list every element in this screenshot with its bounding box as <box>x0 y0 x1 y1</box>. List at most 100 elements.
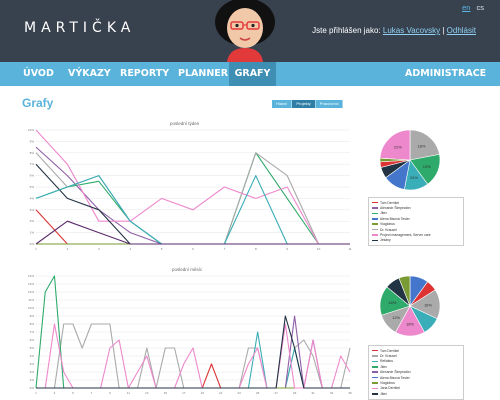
pie-label: 24% <box>410 175 418 180</box>
legend-swatch <box>372 207 378 209</box>
legend-entry: Tom Derrikel <box>372 348 460 353</box>
pie-label: 18% <box>417 144 425 149</box>
x-tick-label: 15 <box>164 391 168 395</box>
y-tick-label: 3% <box>30 208 35 212</box>
y-tick-label: 5% <box>30 185 35 189</box>
series-line <box>36 315 350 389</box>
logout-link[interactable]: Odhlásit <box>446 26 476 35</box>
line-chart-month: 0%1%2%3%4%5%6%7%8%9%10%11%12%13%14%1 3 5 7 9… <box>28 274 352 395</box>
legend-swatch <box>372 366 378 368</box>
legend-swatch <box>372 228 378 231</box>
pie-label: 22% <box>394 144 402 149</box>
legend-week: Tom Derrikel Alexandr Šimpeatón Jitex Alena… <box>368 197 464 247</box>
x-tick-label: 21 <box>219 391 223 395</box>
y-tick-label: 6% <box>30 174 35 178</box>
x-tick-label: 3 <box>54 391 56 395</box>
x-tick-label: 9 <box>109 391 111 395</box>
y-tick-label: 2% <box>30 219 35 223</box>
legend-entry: Jitex <box>372 364 460 369</box>
x-tick-label: 33 <box>330 391 334 395</box>
legend-swatch <box>372 349 378 352</box>
legend-swatch <box>372 355 378 357</box>
x-tick-label: 11 <box>348 247 351 251</box>
legend-label: Jitex <box>380 211 387 216</box>
y-tick-label: 2% <box>30 370 35 374</box>
y-tick-label: 4% <box>30 196 35 200</box>
x-tick-label: 11 <box>127 391 130 395</box>
legend-entry: Jesány <box>372 238 460 243</box>
login-status: Jste přihlášen jako: Lukas Vacovsky | Od… <box>312 26 476 35</box>
x-tick-label: 10 <box>317 247 321 251</box>
chart-mode-toggle: Hlavní Projekty Pracovníci <box>272 100 344 108</box>
login-prefix: Jste přihlášen jako: <box>312 26 381 35</box>
legend-swatch <box>372 371 378 374</box>
pie-slice <box>409 129 440 161</box>
legend-entry: Dr. Krausel <box>372 353 460 358</box>
y-tick-label: 4% <box>30 354 35 358</box>
lang-en-link[interactable]: en <box>462 3 471 12</box>
toggle-projekty[interactable]: Projekty <box>292 100 316 108</box>
nav-item-administrace[interactable]: ADMINISTRACE <box>405 68 487 79</box>
legend-swatch <box>372 393 378 395</box>
legend-label: Jitex <box>380 391 387 396</box>
y-tick-label: 1% <box>30 378 35 382</box>
legend-entry: Viaglobus <box>372 380 460 385</box>
nav-item-reporty[interactable]: REPORTY <box>120 68 170 79</box>
nav-item-planner[interactable]: PLANNER <box>178 68 229 79</box>
y-tick-label: 10% <box>28 128 34 132</box>
y-tick-label: 9% <box>30 139 35 143</box>
language-switcher: en cs <box>462 3 484 12</box>
y-tick-label: 8% <box>30 151 35 155</box>
user-name-link[interactable]: Lukas Vacovsky <box>382 26 441 35</box>
x-tick-label: 9 <box>286 247 288 251</box>
x-tick-label: 2 <box>67 247 69 251</box>
x-tick-label: 27 <box>274 391 278 395</box>
x-tick-label: 1 <box>35 391 37 395</box>
pie-chart-week: 22% 18% 13% 24% <box>379 129 441 191</box>
legend-entry: Jitex <box>372 211 460 216</box>
legend-entry: Alexandr Šimpeatón <box>372 370 460 375</box>
legend-month: Tom Derrikel Dr. Krausel Rellaitus Jitex Ale… <box>368 345 464 400</box>
main-nav: ÚVOD VÝKAZY REPORTY PLANNER GRAFY ADMINI… <box>0 62 500 86</box>
x-tick-label: 31 <box>311 391 315 395</box>
nav-item-grafy[interactable]: GRAFY <box>229 62 276 86</box>
lang-cs-link[interactable]: cs <box>476 3 485 12</box>
legend-label: Viaglobus <box>380 381 395 386</box>
legend-label: Project management, Server care <box>380 233 431 238</box>
pie-label: 16% <box>424 302 432 307</box>
toggle-hlavni[interactable]: Hlavní <box>272 100 293 108</box>
x-tick-label: 4 <box>129 247 131 251</box>
x-tick-label: 35 <box>348 391 352 395</box>
legend-label: Tom Derrikel <box>380 200 400 205</box>
y-tick-label: 13% <box>28 282 34 286</box>
x-tick-label: 23 <box>238 391 242 395</box>
x-tick-label: 5 <box>161 247 163 251</box>
pie-label: 12% <box>392 315 400 320</box>
pie-chart-month: 16% 16% 16% 12% <box>379 275 441 337</box>
pie-label: 16% <box>388 300 396 305</box>
legend-swatch <box>372 212 378 215</box>
x-tick-label: 7 <box>224 247 226 251</box>
y-tick-label: 14% <box>28 274 34 278</box>
x-tick-label: 3 <box>98 247 100 251</box>
legend-swatch <box>372 239 378 242</box>
nav-item-vykazy[interactable]: VÝKAZY <box>68 68 111 79</box>
legend-swatch <box>372 360 378 363</box>
app-header: MARTIČKA en cs Jste přihlášen jako: Luka… <box>0 0 500 62</box>
series-line <box>35 146 350 245</box>
x-tick-label: 29 <box>293 391 297 395</box>
x-tick-label: 7 <box>91 391 93 395</box>
y-tick-label: 10% <box>28 306 34 310</box>
legend-label: Viaglobus <box>380 222 395 227</box>
legend-entry: Alena Bisová Tesler <box>372 375 460 380</box>
y-tick-label: 7% <box>30 330 35 334</box>
legend-label: Alexandr Šimpeatón <box>380 370 411 375</box>
brand-logo[interactable]: MARTIČKA <box>24 20 136 36</box>
toggle-pracovnici[interactable]: Pracovníci <box>315 100 344 108</box>
nav-item-uvod[interactable]: ÚVOD <box>23 68 54 79</box>
legend-label: Alexandr Šimpeatón <box>380 206 411 211</box>
x-tick-label: 8 <box>255 247 257 251</box>
legend-label: Rellaitus <box>380 359 394 364</box>
series-line <box>35 163 350 245</box>
legend-label: Dr. Krausel <box>380 227 397 232</box>
